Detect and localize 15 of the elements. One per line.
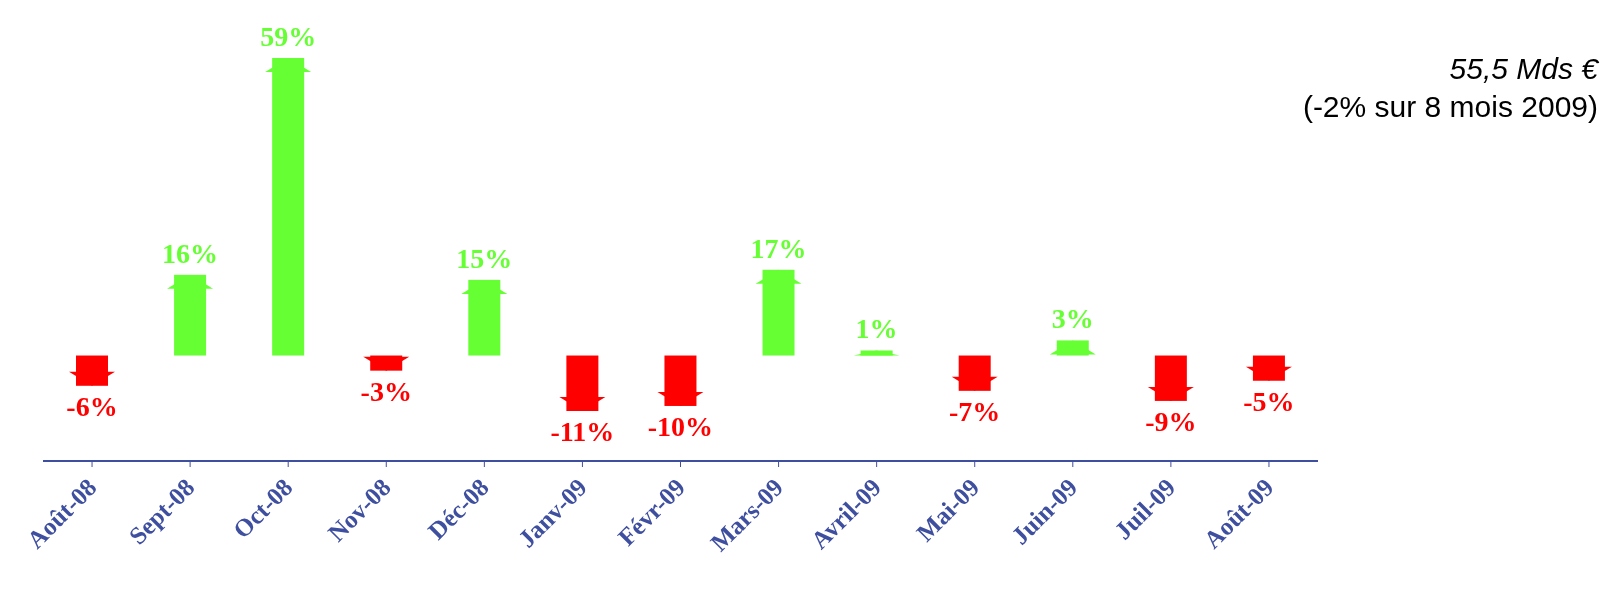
data-label: -6% xyxy=(66,390,118,422)
data-label: 15% xyxy=(456,242,513,274)
data-label: -7% xyxy=(949,395,1001,427)
data-label: -10% xyxy=(647,410,714,442)
data-label: 3% xyxy=(1051,303,1094,335)
data-label: 17% xyxy=(750,232,807,264)
data-label: 1% xyxy=(855,313,898,345)
data-label: -11% xyxy=(550,416,615,447)
annotation: (-2% sur 8 mois 2009) xyxy=(1302,90,1598,124)
data-label: -3% xyxy=(360,375,412,407)
data-label: 16% xyxy=(162,237,219,269)
text: 55,5 Mds € xyxy=(1449,52,1598,86)
data-label: -9% xyxy=(1145,405,1197,437)
data-label: 59% xyxy=(260,21,317,52)
data-label: -5% xyxy=(1243,385,1295,417)
